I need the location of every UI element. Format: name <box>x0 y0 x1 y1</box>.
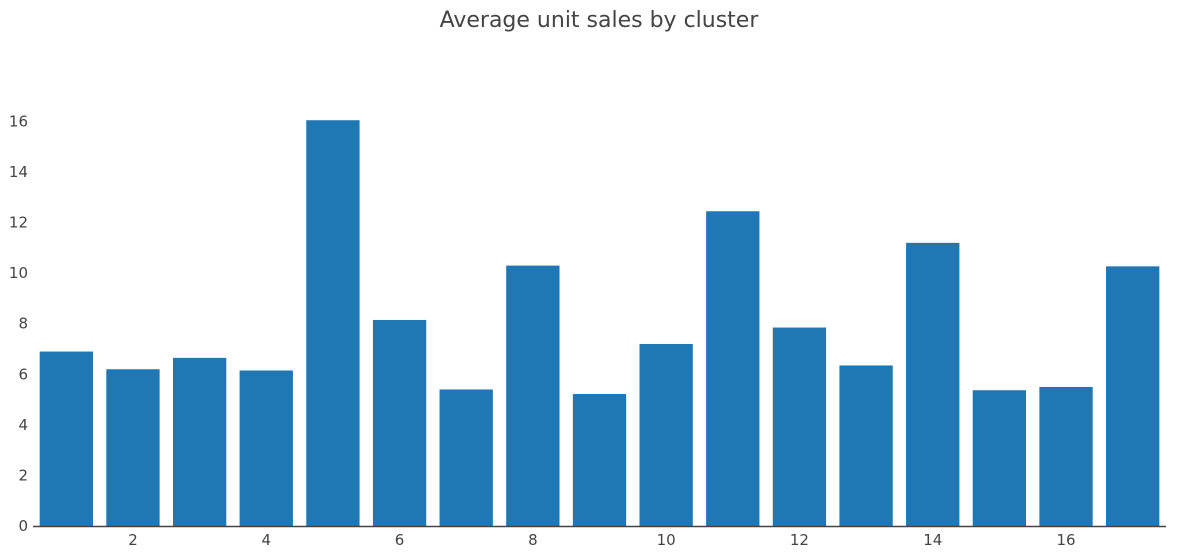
bar-cluster-13 <box>839 365 893 526</box>
y-tick-label: 6 <box>18 365 28 383</box>
x-tick-label: 4 <box>261 531 271 549</box>
bar-cluster-2 <box>106 369 160 526</box>
y-tick-label: 12 <box>9 214 28 232</box>
y-tick-label: 2 <box>18 466 28 484</box>
x-tick-label: 10 <box>657 531 676 549</box>
x-axis-ticks: 2 4 6 8 10 12 14 16 <box>128 531 1075 549</box>
y-tick-label: 8 <box>18 315 28 333</box>
x-tick-label: 2 <box>128 531 138 549</box>
x-tick-label: 8 <box>528 531 538 549</box>
y-tick-label: 0 <box>18 517 28 535</box>
x-tick-label: 12 <box>790 531 809 549</box>
bar-cluster-1 <box>39 351 93 526</box>
y-tick-label: 10 <box>9 264 28 282</box>
y-tick-label: 4 <box>18 416 28 434</box>
bar-cluster-3 <box>172 357 227 526</box>
chart-title: Average unit sales by cluster <box>440 8 760 33</box>
bar-cluster-15 <box>972 390 1027 526</box>
bar-cluster-16 <box>1039 386 1093 526</box>
y-axis-ticks: 0 2 4 6 8 10 12 14 16 <box>9 112 28 535</box>
y-tick-label: 16 <box>9 112 28 130</box>
bars-group <box>39 120 1160 527</box>
bar-cluster-5 <box>306 120 360 526</box>
x-tick-label: 14 <box>923 531 942 549</box>
bar-cluster-7 <box>439 389 493 526</box>
bar-cluster-12 <box>772 327 827 526</box>
y-tick-label: 14 <box>9 163 28 181</box>
bar-cluster-9 <box>572 394 627 526</box>
bar-cluster-17 <box>1106 266 1160 526</box>
x-tick-label: 16 <box>1056 531 1075 549</box>
bar-cluster-11 <box>706 211 760 526</box>
bar-cluster-6 <box>372 319 427 526</box>
bar-cluster-8 <box>506 265 560 526</box>
x-tick-label: 6 <box>395 531 405 549</box>
bar-cluster-10 <box>639 343 693 526</box>
bar-cluster-14 <box>906 242 960 527</box>
bar-cluster-4 <box>239 370 293 526</box>
